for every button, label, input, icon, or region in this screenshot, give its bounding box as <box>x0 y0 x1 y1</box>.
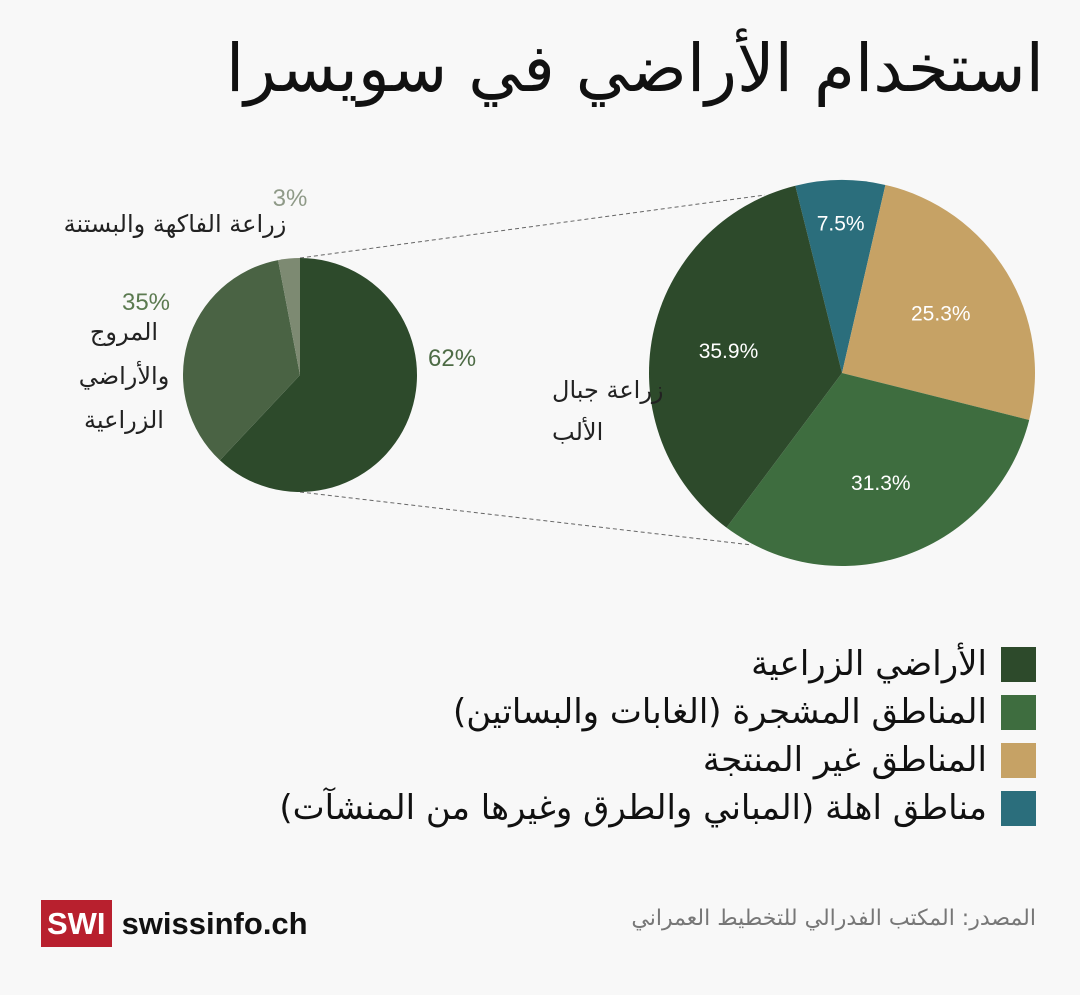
legend-swatch <box>1001 694 1036 730</box>
pie-slice-pasture <box>183 260 300 461</box>
pie-label-unproductive: 25.3% <box>911 303 971 326</box>
pie-slice-agricultural <box>649 185 842 528</box>
logo-text: swissinfo.ch <box>121 905 308 941</box>
legend: الأراضي الزراعية المناطق المشجرة (الغابا… <box>279 640 1036 832</box>
logo-box: SWI <box>41 900 112 947</box>
agriculture-breakdown-labels: 62% زراعة جبال الألب 35%المروج والأراضي الزرا… <box>64 185 664 446</box>
connector-line-bottom <box>299 491 753 546</box>
pie-label-name-pasture: الزراعية <box>84 406 164 434</box>
legend-label: مناطق اهلة (المباني والطرق وغيرها من الم… <box>279 788 987 828</box>
legend-swatch <box>1001 742 1036 778</box>
pie-label-name-alpine: الألب <box>552 417 603 446</box>
legend-label: الأراضي الزراعية <box>751 644 987 684</box>
land-use-pie: 7.5% 25.3% 31.3% 35.9% <box>649 180 1035 567</box>
connector-line-top <box>299 194 766 259</box>
pie-label-name-pasture: والأراضي <box>79 361 170 390</box>
legend-item-unproductive: المناطق غير المنتجة <box>279 736 1036 784</box>
pie-slice-unproductive <box>842 184 1035 420</box>
legend-label: المناطق غير المنتجة <box>702 740 987 780</box>
pie-charts: 7.5% 25.3% 31.3% 35.9% 62% زراعة جبال الألب 35… <box>64 180 1035 567</box>
legend-item-wooded: المناطق المشجرة (الغابات والبساتين) <box>279 688 1036 736</box>
pie-label-name-alpine: زراعة جبال <box>552 376 664 404</box>
pie-slice-orchard <box>278 258 300 375</box>
source-note: المصدر: المكتب الفدرالي للتخطيط العمراني <box>631 906 1036 931</box>
pie-slice-wooded <box>726 373 1030 567</box>
pie-label-agricultural: 35.9% <box>699 340 759 363</box>
legend-item-agricultural: الأراضي الزراعية <box>279 640 1036 688</box>
pie-slice-alpine <box>219 258 417 492</box>
pie-label-name-orchard: زراعة الفاكهة والبستنة <box>64 210 287 238</box>
pie-label-pct-alpine: 62% <box>428 345 476 372</box>
legend-item-settlement: مناطق اهلة (المباني والطرق وغيرها من الم… <box>279 784 1036 832</box>
legend-swatch <box>1001 646 1036 682</box>
pie-label-settlement: 7.5% <box>817 212 865 235</box>
swi-logo[interactable]: SWI swissinfo.ch <box>41 900 308 947</box>
pie-label-pct-pasture: 35% <box>122 289 170 316</box>
pie-slice-settlement <box>795 180 886 373</box>
agriculture-breakdown-pie <box>183 258 417 492</box>
pie-label-name-pasture: المروج <box>90 318 158 346</box>
pie-label-pct-orchard: 3% <box>273 185 308 212</box>
page-title: استخدام الأراضي في سويسرا <box>225 30 1044 107</box>
legend-label: المناطق المشجرة (الغابات والبساتين) <box>453 692 987 732</box>
legend-swatch <box>1001 790 1036 826</box>
pie-label-wooded: 31.3% <box>851 472 911 495</box>
